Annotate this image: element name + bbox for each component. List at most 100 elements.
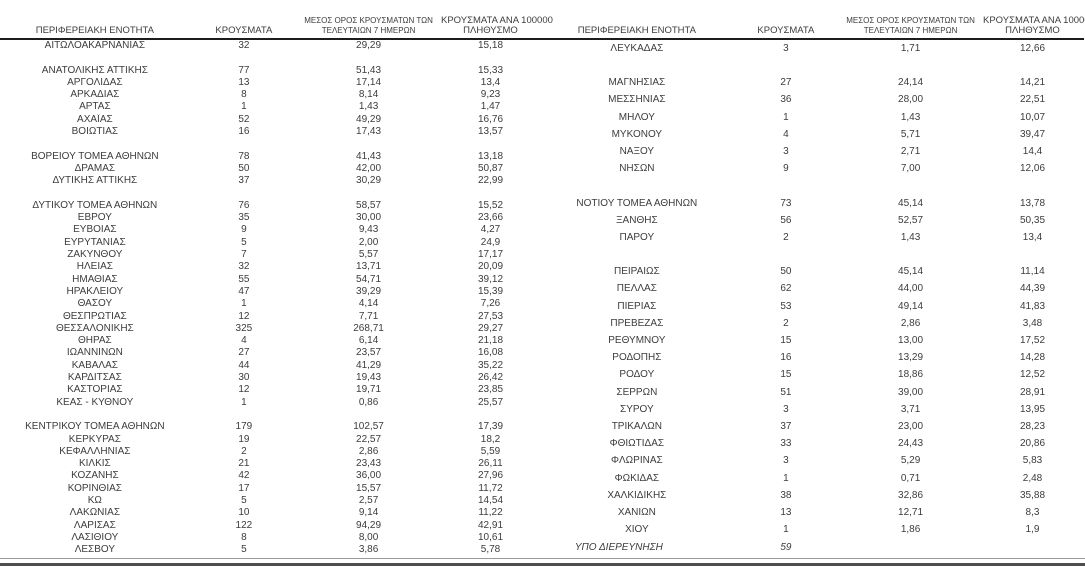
avg7-cell: 6,14 bbox=[358, 335, 379, 347]
cases-cell: 122 bbox=[235, 519, 253, 531]
avg7-cell: 13,00 bbox=[898, 335, 924, 347]
avg7-cell: 41,29 bbox=[356, 359, 382, 371]
cases-cell: 4 bbox=[783, 128, 789, 140]
cases-cell: 1 bbox=[783, 111, 789, 123]
spacer-row bbox=[0, 409, 542, 421]
table-row: ΠΕΛΛΑΣ 62 44,00 44,39 bbox=[542, 281, 1084, 298]
spacer-cell bbox=[0, 409, 542, 421]
region-cell: ΡΕΘΥΜΝΟΥ bbox=[608, 335, 666, 347]
region-cell: ΛΑΡΙΣΑΣ bbox=[73, 519, 116, 531]
cases-cell: 35 bbox=[238, 212, 250, 224]
per100k-cell: 11,14 bbox=[1020, 266, 1045, 278]
region-cell: ΑΧΑΪΑΣ bbox=[77, 113, 113, 125]
table-row: ΕΒΡΟΥ 35 30,00 23,66 bbox=[0, 212, 542, 224]
cases-cell: 2 bbox=[783, 231, 789, 243]
avg7-cell: 2,86 bbox=[358, 445, 379, 457]
cases-cell: 27 bbox=[780, 77, 792, 89]
per100k-cell: 12,66 bbox=[1019, 42, 1046, 54]
col-cases-header: ΚΡΟΥΣΜΑΤΑ bbox=[189, 0, 299, 40]
region-cell: ΒΟΡΕΙΟΥ ΤΟΜΕΑ ΑΘΗΝΩΝ bbox=[31, 150, 159, 162]
per100k-cell: 15,18 bbox=[477, 40, 504, 51]
cases-cell: 12 bbox=[238, 384, 250, 396]
per100k-cell: 13,78 bbox=[1019, 197, 1046, 209]
avg7-cell: 7,71 bbox=[358, 310, 379, 322]
avg7-cell: 58,57 bbox=[356, 199, 382, 211]
table-row: ΛΑΣΙΘΙΟΥ 8 8,00 10,61 bbox=[0, 532, 542, 544]
per100k-cell: 9,23 bbox=[480, 89, 501, 101]
avg7-cell: 29,29 bbox=[356, 40, 382, 51]
col-avg7-label-line2: ΤΕΛΕΥΤΑΙΩΝ 7 ΗΜΕΡΩΝ bbox=[321, 26, 416, 35]
cases-cell: 77 bbox=[238, 64, 250, 76]
table-row: ΦΛΩΡΙΝΑΣ 3 5,29 5,83 bbox=[542, 453, 1084, 470]
per100k-cell: 3,48 bbox=[1022, 317, 1043, 329]
per100k-cell: 13,57 bbox=[477, 126, 504, 138]
cases-cell: 42 bbox=[238, 470, 250, 482]
region-cell: ΠΑΡΟΥ bbox=[619, 231, 655, 243]
region-cell: ΔΡΑΜΑΣ bbox=[74, 162, 116, 174]
spacer-cell bbox=[542, 247, 1084, 264]
table-row: ΛΕΥΚΑΔΑΣ 3 1,71 12,66 bbox=[542, 39, 1084, 58]
region-cell: ΜΗΛΟΥ bbox=[618, 111, 655, 123]
avg7-cell: 45,14 bbox=[898, 266, 924, 278]
region-cell: ΜΑΓΝΗΣΙΑΣ bbox=[608, 77, 666, 89]
cases-cell: 5 bbox=[241, 236, 247, 248]
avg7-cell: 17,14 bbox=[356, 76, 382, 88]
table-row: ΔΡΑΜΑΣ 50 42,00 50,87 bbox=[0, 163, 542, 175]
avg7-cell: 3,71 bbox=[900, 403, 921, 415]
avg7-cell: 23,57 bbox=[356, 347, 382, 359]
table-row: ΝΑΞΟΥ 3 2,71 14,4 bbox=[542, 144, 1084, 161]
region-cell: ΧΑΝΙΩΝ bbox=[617, 506, 656, 518]
spacer-cell bbox=[542, 58, 1084, 75]
region-cell: ΠΡΕΒΕΖΑΣ bbox=[610, 317, 664, 329]
per100k-cell: 11,72 bbox=[478, 482, 503, 494]
avg7-cell: 51,43 bbox=[356, 64, 382, 76]
cases-cell: 2 bbox=[783, 317, 789, 329]
avg7-cell: 32,86 bbox=[898, 489, 924, 501]
cases-cell: 15 bbox=[780, 335, 792, 347]
spacer-cell bbox=[542, 178, 1084, 195]
cases-cell: 1 bbox=[241, 396, 247, 408]
region-cell: ΡΟΔΟΠΗΣ bbox=[612, 352, 662, 364]
per100k-cell: 50,87 bbox=[477, 162, 504, 174]
cases-cell: 13 bbox=[780, 506, 792, 518]
region-cell: ΦΩΚΙΔΑΣ bbox=[614, 472, 660, 484]
region-cell: ΘΑΣΟΥ bbox=[77, 298, 113, 310]
table-row: ΗΜΑΘΙΑΣ 55 54,71 39,12 bbox=[0, 274, 542, 286]
table-row: ΖΑΚΥΝΘΟΥ 7 5,57 17,17 bbox=[0, 249, 542, 261]
region-cell: ΗΜΑΘΙΑΣ bbox=[72, 273, 118, 285]
avg7-cell: 102,57 bbox=[353, 421, 384, 433]
table-row: ΡΟΔΟΠΗΣ 16 13,29 14,28 bbox=[542, 350, 1084, 367]
cases-cell: 53 bbox=[780, 300, 792, 312]
per100k-cell: 13,4 bbox=[1022, 231, 1043, 243]
per100k-cell: 4,27 bbox=[480, 224, 501, 236]
cases-cell: 9 bbox=[241, 224, 247, 236]
avg7-cell: 2,00 bbox=[358, 236, 379, 248]
per100k-cell: 39,47 bbox=[1019, 128, 1046, 140]
table-row: ΡΟΔΟΥ 15 18,86 12,52 bbox=[542, 367, 1084, 384]
per100k-cell: 18,2 bbox=[480, 433, 501, 445]
cases-cell: 16 bbox=[780, 352, 792, 364]
col-avg7-label-line1: ΜΕΣΟΣ ΟΡΟΣ ΚΡΟΥΣΜΑΤΩΝ ΤΩΝ bbox=[304, 16, 433, 25]
table-body-left: ΑΙΤΩΛΟΑΚΑΡΝΑΝΙΑΣ 32 29,29 15,18 ΑΝΑΤΟΛΙΚΗΣ Α… bbox=[0, 39, 542, 556]
cases-cell: 7 bbox=[241, 249, 247, 261]
cases-cell: 27 bbox=[238, 347, 250, 359]
cases-cell: 13 bbox=[238, 76, 250, 88]
cases-cell: 30 bbox=[238, 372, 250, 384]
table-row: ΘΑΣΟΥ 1 4,14 7,26 bbox=[0, 298, 542, 310]
region-cell: ΑΝΑΤΟΛΙΚΗΣ ΑΤΤΙΚΗΣ bbox=[41, 64, 148, 76]
cases-cell: 37 bbox=[238, 175, 250, 187]
spacer-cell bbox=[0, 138, 542, 150]
bottom-rule-thin bbox=[0, 558, 1085, 559]
per100k-cell: 16,76 bbox=[477, 113, 504, 125]
per100k-cell: 25,57 bbox=[477, 396, 504, 408]
avg7-cell: 23,00 bbox=[898, 420, 924, 432]
avg7-cell: 5,29 bbox=[900, 455, 921, 467]
per100k-cell: 22,51 bbox=[1019, 94, 1046, 106]
avg7-cell: 19,43 bbox=[356, 372, 382, 384]
region-cell: ΚΟΡΙΝΘΙΑΣ bbox=[67, 482, 122, 494]
table-row: ΘΗΡΑΣ 4 6,14 21,18 bbox=[0, 335, 542, 347]
cases-cell: 3 bbox=[783, 455, 789, 467]
spacer-row bbox=[542, 247, 1084, 264]
region-cell: ΦΛΩΡΙΝΑΣ bbox=[611, 455, 663, 467]
table-row: ΠΡΕΒΕΖΑΣ 2 2,86 3,48 bbox=[542, 315, 1084, 332]
